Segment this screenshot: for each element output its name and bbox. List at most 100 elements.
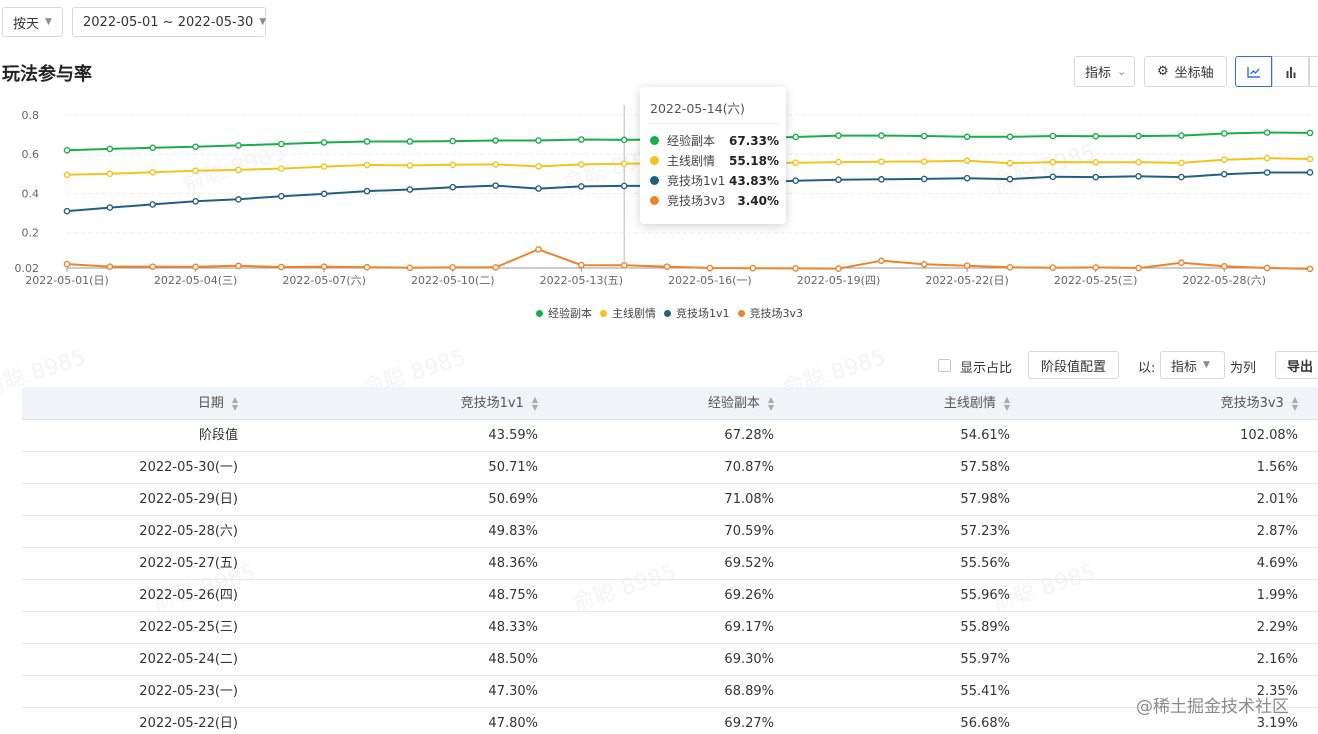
sort-icon[interactable]: ▲ ▼ bbox=[1003, 394, 1010, 412]
data-point[interactable] bbox=[149, 144, 157, 152]
data-point[interactable] bbox=[920, 158, 928, 165]
sort-icon[interactable]: ▲ ▼ bbox=[231, 394, 238, 412]
data-point[interactable] bbox=[878, 132, 885, 139]
data-point[interactable] bbox=[578, 136, 585, 143]
data-point[interactable] bbox=[1049, 264, 1057, 271]
data-point[interactable] bbox=[106, 170, 114, 178]
data-point[interactable] bbox=[1263, 129, 1271, 136]
data-point[interactable] bbox=[1178, 173, 1185, 181]
legend-item[interactable]: 竞技场3v3 bbox=[737, 305, 803, 321]
data-point[interactable] bbox=[578, 183, 585, 190]
data-point[interactable] bbox=[235, 166, 242, 174]
column-header[interactable]: 主线剧情 ▲ ▼ bbox=[774, 387, 1010, 419]
data-point[interactable] bbox=[1178, 132, 1185, 139]
data-point[interactable] bbox=[1306, 155, 1314, 163]
data-point[interactable] bbox=[1220, 170, 1228, 178]
column-header[interactable]: 日期 ▲ ▼ bbox=[22, 387, 238, 419]
data-point[interactable] bbox=[363, 263, 371, 271]
data-point[interactable] bbox=[878, 158, 885, 165]
data-point[interactable] bbox=[1263, 154, 1271, 162]
export-button[interactable]: 导出 bbox=[1275, 351, 1318, 379]
data-point[interactable] bbox=[1092, 173, 1099, 181]
data-point[interactable] bbox=[620, 160, 628, 167]
data-point[interactable] bbox=[406, 186, 414, 193]
data-point[interactable] bbox=[278, 192, 285, 200]
pivot-select[interactable]: 指标 ▼ bbox=[1160, 351, 1225, 379]
data-point[interactable] bbox=[1306, 169, 1314, 176]
data-point[interactable] bbox=[192, 263, 199, 271]
data-point[interactable] bbox=[1049, 132, 1057, 140]
data-point[interactable] bbox=[1049, 173, 1057, 181]
data-point[interactable] bbox=[1135, 132, 1142, 140]
data-point[interactable] bbox=[363, 187, 371, 195]
data-point[interactable] bbox=[920, 132, 928, 140]
data-point[interactable] bbox=[535, 246, 542, 253]
data-point[interactable] bbox=[835, 132, 842, 139]
data-point[interactable] bbox=[620, 136, 628, 144]
data-point[interactable] bbox=[149, 168, 157, 176]
data-point[interactable] bbox=[449, 137, 457, 145]
data-point[interactable] bbox=[106, 263, 114, 270]
data-point[interactable] bbox=[1092, 158, 1099, 166]
data-point[interactable] bbox=[620, 261, 628, 269]
data-point[interactable] bbox=[1092, 264, 1099, 271]
axis-settings-button[interactable]: ⚙ 坐标轴 bbox=[1144, 56, 1227, 87]
data-point[interactable] bbox=[449, 161, 457, 169]
data-point[interactable] bbox=[963, 262, 971, 269]
data-point[interactable] bbox=[1006, 133, 1014, 141]
data-point[interactable] bbox=[1306, 265, 1314, 273]
data-point[interactable] bbox=[535, 137, 542, 144]
data-point[interactable] bbox=[492, 161, 499, 168]
data-point[interactable] bbox=[106, 204, 114, 211]
data-point[interactable] bbox=[320, 190, 328, 198]
data-point[interactable] bbox=[963, 157, 971, 165]
data-point[interactable] bbox=[835, 176, 842, 184]
data-point[interactable] bbox=[363, 161, 371, 169]
data-point[interactable] bbox=[1006, 264, 1014, 271]
data-point[interactable] bbox=[878, 257, 885, 265]
data-point[interactable] bbox=[1049, 158, 1057, 166]
data-point[interactable] bbox=[63, 171, 71, 179]
data-point[interactable] bbox=[149, 263, 157, 270]
data-point[interactable] bbox=[406, 162, 414, 169]
data-point[interactable] bbox=[278, 140, 285, 148]
data-point[interactable] bbox=[192, 198, 199, 205]
sort-icon[interactable]: ▲ ▼ bbox=[767, 394, 774, 412]
stage-config-button[interactable]: 阶段值配置 bbox=[1028, 351, 1119, 379]
data-point[interactable] bbox=[706, 264, 714, 272]
data-point[interactable] bbox=[149, 201, 157, 208]
data-point[interactable] bbox=[1178, 159, 1185, 167]
data-point[interactable] bbox=[363, 138, 371, 145]
data-point[interactable] bbox=[320, 139, 328, 146]
data-point[interactable] bbox=[278, 263, 285, 271]
data-point[interactable] bbox=[792, 177, 799, 185]
data-point[interactable] bbox=[835, 265, 842, 272]
data-point[interactable] bbox=[492, 182, 499, 189]
data-point[interactable] bbox=[192, 167, 199, 175]
date-range-picker[interactable]: 2022-05-01 ~ 2022-05-30 ▼ bbox=[72, 7, 266, 37]
data-point[interactable] bbox=[278, 165, 285, 172]
line-chart-toggle[interactable] bbox=[1235, 56, 1272, 87]
column-header[interactable]: 经验副本 ▲ ▼ bbox=[538, 387, 774, 419]
data-point[interactable] bbox=[106, 145, 114, 153]
data-point[interactable] bbox=[535, 185, 542, 192]
data-point[interactable] bbox=[578, 261, 585, 269]
data-point[interactable] bbox=[406, 138, 414, 145]
data-point[interactable] bbox=[1006, 159, 1014, 167]
data-point[interactable] bbox=[1135, 172, 1142, 180]
data-point[interactable] bbox=[1006, 175, 1014, 183]
data-point[interactable] bbox=[492, 264, 499, 271]
data-point[interactable] bbox=[620, 182, 628, 190]
show-ratio-checkbox[interactable] bbox=[938, 359, 951, 372]
legend-item[interactable]: 经验副本 bbox=[536, 305, 592, 321]
data-point[interactable] bbox=[1092, 132, 1099, 140]
data-point[interactable] bbox=[1135, 158, 1142, 166]
data-point[interactable] bbox=[920, 175, 928, 183]
sort-icon[interactable]: ▲ ▼ bbox=[1291, 394, 1298, 412]
data-point[interactable] bbox=[449, 183, 457, 191]
data-point[interactable] bbox=[792, 265, 799, 272]
data-point[interactable] bbox=[1263, 169, 1271, 176]
column-header[interactable]: 竞技场1v1 ▲ ▼ bbox=[238, 387, 538, 419]
more-chart-toggle[interactable] bbox=[1309, 56, 1318, 87]
data-point[interactable] bbox=[1220, 262, 1228, 270]
